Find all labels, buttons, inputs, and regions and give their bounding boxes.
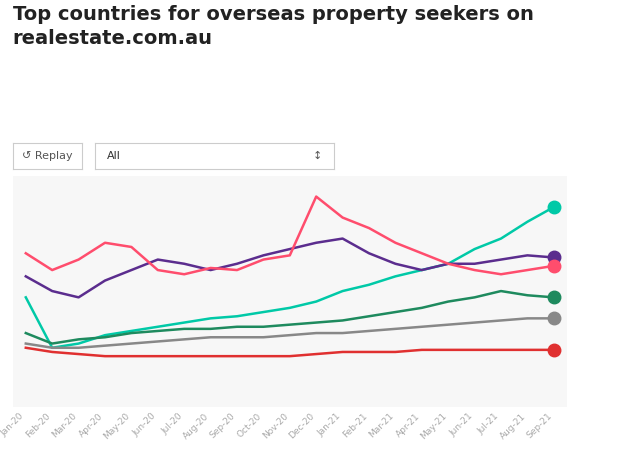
Text: Top countries for overseas property seekers on
realestate.com.au: Top countries for overseas property seek…: [13, 5, 534, 48]
Text: ↕: ↕: [312, 151, 322, 161]
Text: ↺ Replay: ↺ Replay: [22, 151, 72, 161]
Text: All: All: [106, 151, 120, 161]
